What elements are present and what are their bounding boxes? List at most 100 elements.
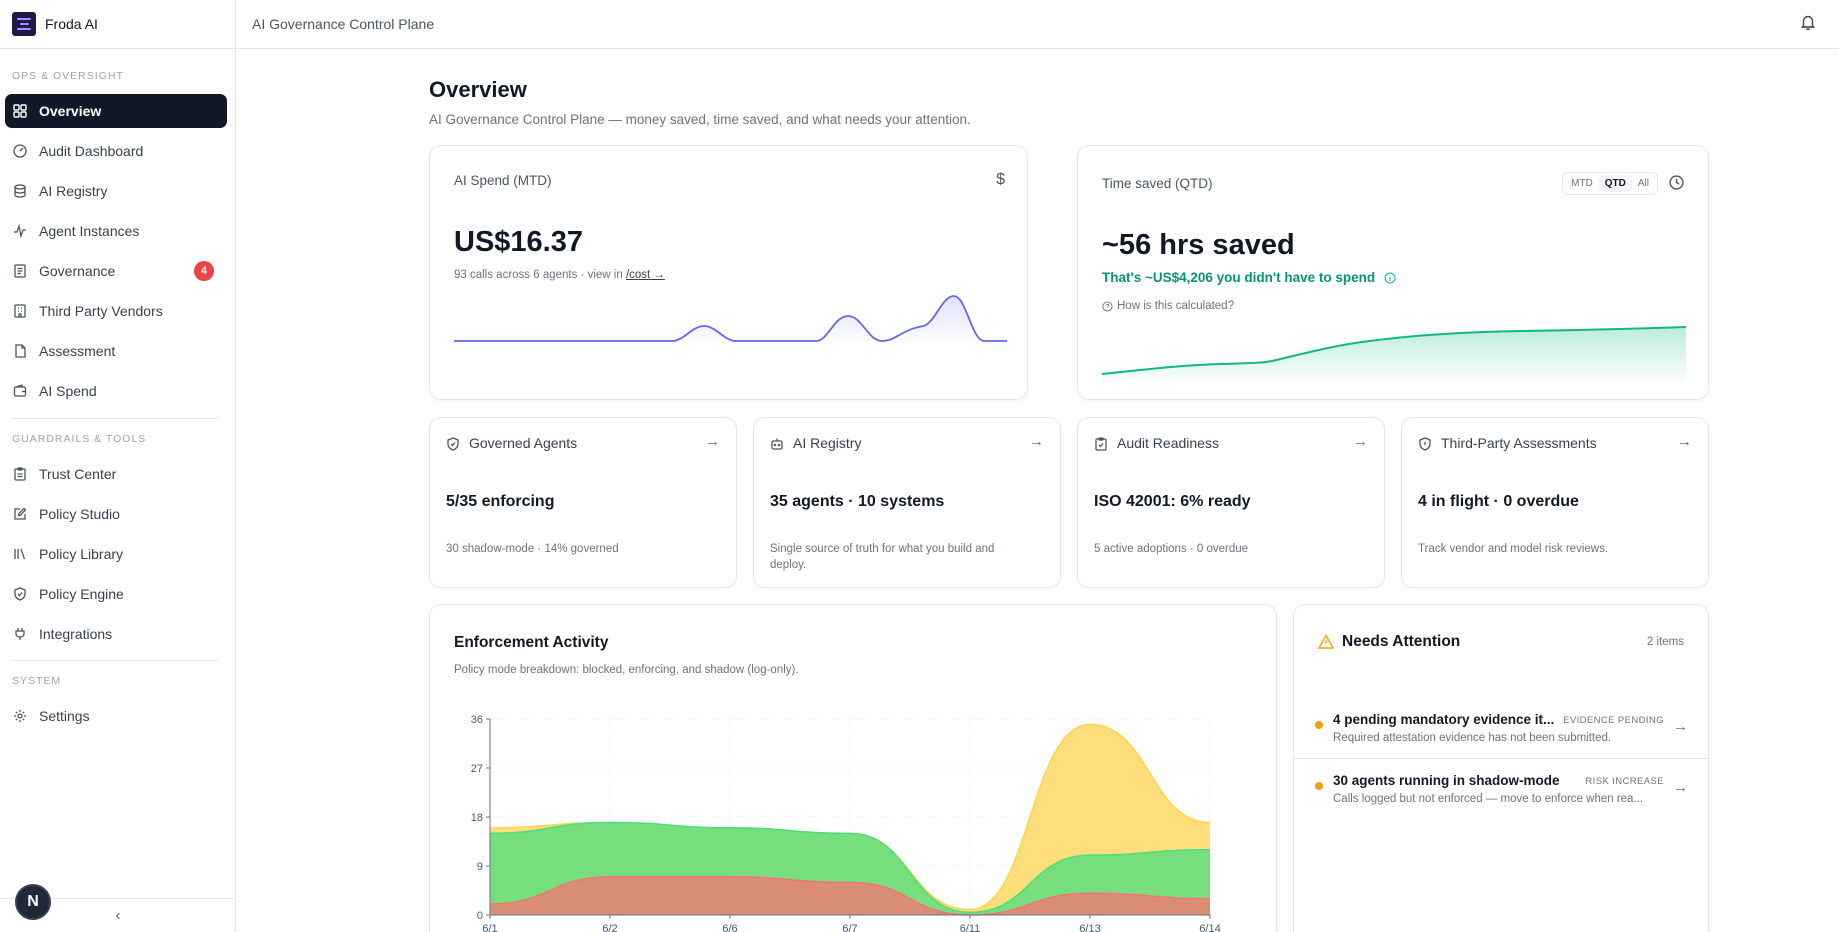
edit-icon: [13, 507, 27, 521]
attention-item-tag: RISK INCREASE: [1585, 776, 1664, 787]
attention-item[interactable]: 30 agents running in shadow-mode RISK IN…: [1312, 773, 1692, 829]
topbar-title: AI Governance Control Plane: [252, 16, 435, 32]
sidebar-item-policy-studio[interactable]: Policy Studio: [5, 497, 227, 531]
sidebar-item-policy-engine[interactable]: Policy Engine: [5, 577, 227, 611]
time-saved-value: ~56 hrs saved: [1102, 229, 1295, 261]
topbar: AI Governance Control Plane: [236, 0, 1839, 49]
grid-icon: [13, 104, 27, 118]
sidebar-item-governance[interactable]: Governance 4: [5, 254, 227, 288]
status-dot: [1315, 782, 1323, 790]
ai-spend-sparkline: [454, 295, 1007, 346]
time-saved-card[interactable]: Time saved (QTD) MTD QTD All ~56 hrs sav…: [1077, 145, 1709, 400]
x-tick-label: 6/7: [842, 923, 857, 932]
area-series-line: [489, 821, 1211, 914]
sidebar-item-label: Policy Studio: [39, 506, 120, 522]
arrow-right-icon[interactable]: →: [1353, 433, 1368, 450]
sidebar-item-label: Trust Center: [39, 466, 117, 482]
clock-icon[interactable]: [1669, 175, 1684, 190]
sidebar-item-label: Third Party Vendors: [39, 303, 163, 319]
dollar-icon: $: [996, 171, 1005, 188]
mini-card-note: Single source of truth for what you buil…: [770, 543, 995, 571]
sidebar-item-label: AI Registry: [39, 183, 108, 199]
sidebar-item-trust-center[interactable]: Trust Center: [5, 457, 227, 491]
bell-icon[interactable]: [1799, 13, 1817, 31]
mini-card-value: ISO 42001: 6% ready: [1094, 493, 1251, 510]
building-icon: [13, 304, 27, 318]
sidebar-item-ai-registry[interactable]: AI Registry: [5, 174, 227, 208]
app-name: Froda AI: [45, 16, 98, 32]
y-tick-label: 18: [471, 812, 483, 824]
audit-readiness-card[interactable]: Audit Readiness → ISO 42001: 6% ready 5 …: [1077, 417, 1385, 588]
attention-count: 2 items: [1646, 636, 1684, 648]
avatar[interactable]: N: [15, 884, 51, 920]
range-all-button[interactable]: All: [1637, 178, 1649, 189]
section-label-system: SYSTEM: [12, 675, 62, 687]
enforcement-subtitle: Policy mode breakdown: blocked, enforcin…: [454, 664, 799, 676]
info-icon[interactable]: [1384, 272, 1396, 284]
range-mtd-button[interactable]: MTD: [1571, 178, 1593, 189]
database-icon: [13, 184, 27, 198]
sidebar-item-overview[interactable]: Overview: [5, 94, 227, 128]
sidebar-item-label: AI Spend: [39, 383, 97, 399]
warning-icon: [1318, 634, 1334, 649]
x-tick-label: 6/11: [960, 923, 981, 932]
y-tick-label: 27: [471, 763, 483, 775]
x-tick-label: 6/14: [1199, 923, 1220, 932]
third-party-assessments-card[interactable]: Third-Party Assessments → 4 in flight · …: [1401, 417, 1709, 588]
sidebar-item-assessment[interactable]: Assessment: [5, 334, 227, 368]
enforcement-chart: 0 9 18 27 36 6/1 6/2 6/6 6/7 6/11 6/13 6/14: [471, 714, 1221, 932]
attention-item-desc: Calls logged but not enforced — move to …: [1333, 793, 1644, 805]
shield-icon: [13, 587, 27, 601]
ai-registry-card[interactable]: AI Registry → 35 agents · 10 systems Sin…: [753, 417, 1061, 588]
cost-link[interactable]: /cost →: [625, 269, 665, 281]
attention-item[interactable]: 4 pending mandatory evidence it... EVIDE…: [1312, 712, 1692, 768]
froda-logo-icon: [12, 12, 36, 36]
sidebar-item-audit-dashboard[interactable]: Audit Dashboard: [5, 134, 227, 168]
attention-item-title: 4 pending mandatory evidence it...: [1333, 712, 1555, 727]
sidebar-item-policy-library[interactable]: Policy Library: [5, 537, 227, 571]
x-tick-label: 6/2: [602, 923, 617, 932]
sidebar-item-integrations[interactable]: Integrations: [5, 617, 227, 651]
mini-card-value: 5/35 enforcing: [446, 493, 555, 510]
ai-spend-note: 93 calls across 6 agents · view in /cost…: [454, 269, 665, 281]
mini-card-note: 30 shadow-mode · 14% governed: [446, 543, 619, 555]
sidebar-item-third-party-vendors[interactable]: Third Party Vendors: [5, 294, 227, 328]
area-series-line: [489, 876, 1211, 916]
range-qtd-button[interactable]: QTD: [1598, 175, 1632, 192]
sidebar-item-label: Settings: [39, 708, 90, 724]
x-tick-label: 6/6: [722, 923, 737, 932]
sidebar-item-settings[interactable]: Settings: [5, 699, 227, 733]
mini-card-value: 35 agents · 10 systems: [770, 493, 945, 510]
governance-count-badge: 4: [194, 261, 214, 281]
mini-card-value: 4 in flight · 0 overdue: [1418, 493, 1579, 510]
arrow-right-icon[interactable]: →: [1673, 718, 1688, 735]
ai-spend-card[interactable]: AI Spend (MTD) $ US$16.37 93 calls acros…: [429, 145, 1028, 400]
sidebar-item-agent-instances[interactable]: Agent Instances: [5, 214, 227, 248]
sidebar-item-ai-spend[interactable]: AI Spend: [5, 374, 227, 408]
sidebar-item-label: Integrations: [39, 626, 113, 642]
x-tick-label: 6/1: [482, 923, 497, 932]
arrow-right-icon[interactable]: →: [1029, 433, 1044, 450]
section-label-guardrails: GUARDRAILS & TOOLS: [12, 433, 147, 445]
ai-spend-note-text: 93 calls across 6 agents · view in: [454, 269, 626, 281]
page-title: Overview: [429, 77, 527, 102]
y-tick-label: 36: [471, 714, 483, 726]
file-icon: [13, 344, 27, 358]
arrow-right-icon[interactable]: →: [705, 433, 720, 450]
mini-card-title: AI Registry: [793, 435, 862, 451]
governed-agents-card[interactable]: Governed Agents → 5/35 enforcing 30 shad…: [429, 417, 737, 588]
clipboard-icon: [13, 467, 27, 481]
chevron-left-icon: ‹: [115, 906, 121, 924]
collapse-sidebar-button[interactable]: ‹: [0, 898, 236, 932]
arrow-right-icon[interactable]: →: [1677, 433, 1692, 450]
card-label: Time saved (QTD): [1102, 176, 1213, 191]
arrow-right-icon[interactable]: →: [1673, 779, 1688, 796]
enforcement-activity-card: Enforcement Activity Policy mode breakdo…: [429, 604, 1277, 932]
brand[interactable]: Froda AI: [0, 0, 235, 49]
sidebar-item-label: Assessment: [39, 343, 116, 359]
scroll-icon: [13, 264, 27, 278]
how-calculated-link[interactable]: How is this calculated?: [1102, 300, 1234, 312]
how-calculated-text: How is this calculated?: [1117, 300, 1234, 312]
sidebar-item-label: Policy Engine: [39, 586, 124, 602]
card-label: AI Spend (MTD): [454, 173, 552, 188]
